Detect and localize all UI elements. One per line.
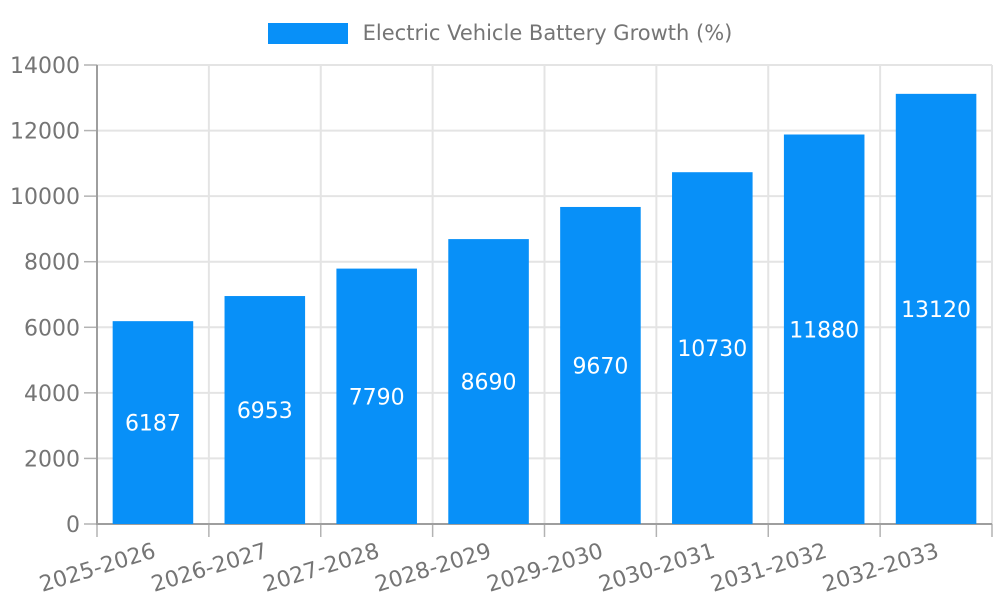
bar[interactable] — [448, 239, 529, 524]
y-tick-label: 2000 — [24, 447, 80, 472]
bar[interactable] — [224, 296, 306, 524]
x-tick-label: 2032-2033 — [820, 539, 942, 598]
bar-value-label: 7790 — [349, 385, 405, 410]
y-tick-label: 6000 — [24, 316, 80, 341]
bar-value-label: 9670 — [572, 354, 628, 379]
bar[interactable] — [336, 268, 417, 524]
y-tick-label: 12000 — [10, 120, 80, 145]
bar-value-label: 6953 — [237, 399, 293, 424]
x-tick-label: 2027-2028 — [260, 539, 382, 598]
bar-value-label: 13120 — [901, 298, 971, 323]
x-tick-label: 2030-2031 — [596, 539, 718, 598]
x-tick-label: 2028-2029 — [372, 539, 494, 598]
x-tick-label: 2031-2032 — [708, 539, 830, 598]
bar[interactable] — [783, 134, 865, 524]
legend-swatch — [267, 22, 348, 44]
bar[interactable] — [112, 321, 194, 524]
x-tick-label: 2026-2027 — [149, 539, 271, 598]
y-tick-label: 4000 — [24, 382, 80, 407]
legend-label: Electric Vehicle Battery Growth (%) — [362, 21, 733, 45]
y-tick-label: 14000 — [10, 54, 80, 79]
y-tick-label: 10000 — [10, 185, 80, 210]
bar[interactable] — [560, 206, 641, 524]
legend-item[interactable]: Electric Vehicle Battery Growth (%) — [0, 21, 1000, 45]
bar-value-label: 6187 — [125, 412, 181, 437]
y-tick-label: 8000 — [24, 251, 80, 276]
bar-value-label: 10730 — [677, 337, 747, 362]
x-tick-label: 2025-2026 — [37, 539, 159, 598]
y-tick-label: 0 — [66, 513, 80, 538]
bar-value-label: 11880 — [789, 318, 859, 343]
x-tick-label: 2029-2030 — [484, 539, 606, 598]
bar-value-label: 8690 — [461, 371, 517, 396]
bar[interactable] — [895, 93, 977, 524]
bar[interactable] — [672, 172, 753, 524]
